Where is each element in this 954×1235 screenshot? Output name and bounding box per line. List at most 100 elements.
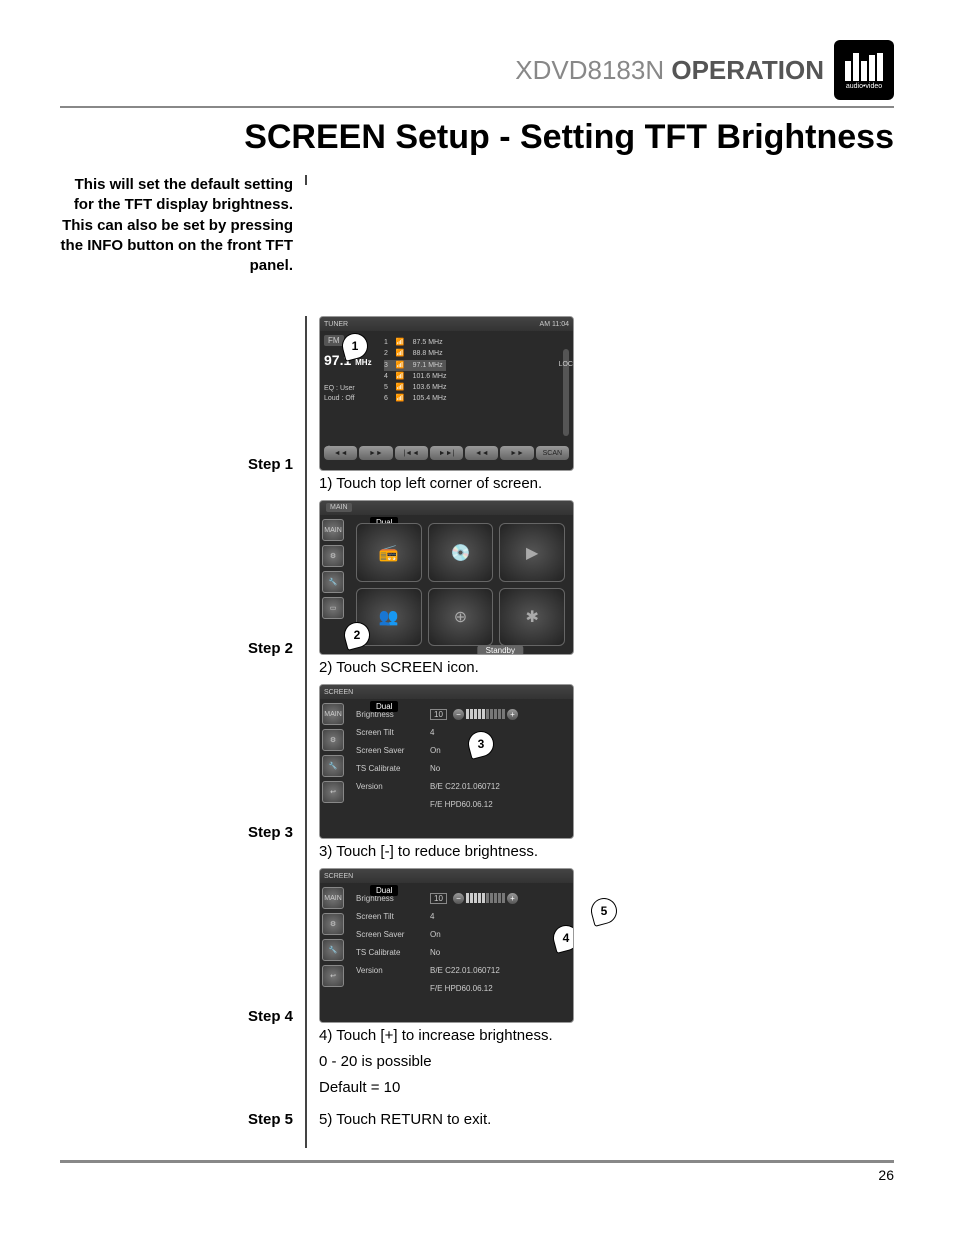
step1-row: Step 1 TUNER AM 11:04 FM 97.1 MHz EQ : U… [60, 316, 894, 500]
eq-info: EQ : User Loud : Off [324, 384, 376, 404]
header: XDVD8183N OPERATION audio•video [60, 40, 894, 100]
intro-text: This will set the default setting for th… [60, 175, 293, 276]
scan-btn[interactable]: SCAN [536, 446, 569, 460]
side-main-icon[interactable]: MAIN [322, 887, 344, 909]
preset-n: 3 [384, 360, 388, 371]
tuner-btn[interactable]: ◄◄ [465, 446, 498, 460]
saver-row: Screen SaverOn [356, 741, 565, 759]
footer-divider [60, 1160, 894, 1163]
step3-label: Step 3 [60, 684, 305, 841]
tuner-btn[interactable]: ◄◄ [324, 446, 357, 460]
step4-label: Step 4 [60, 868, 305, 1025]
side-main-icon[interactable]: MAIN [322, 703, 344, 725]
step3-row: Step 3 SCREEN Dual MAIN ⚙ 🔧 ↩ Brightness [60, 684, 894, 868]
side-gear-icon[interactable]: ⚙ [322, 913, 344, 935]
version-v1: B/E C22.01.060712 [430, 782, 500, 791]
side-tools-icon[interactable]: 🔧 [322, 571, 344, 593]
tuner-head-right: AM 11:04 [540, 321, 569, 328]
menu-disc-icon[interactable]: 💿 [428, 523, 494, 582]
menu-radio-icon[interactable]: 📻 [356, 523, 422, 582]
side-icons: MAIN ⚙ 🔧 ↩ [320, 699, 348, 838]
step4-caption: 4) Touch [+] to increase brightness. [319, 1027, 894, 1044]
intro-left: This will set the default setting for th… [60, 175, 305, 316]
version-label: Version [356, 782, 424, 791]
tuner-head: TUNER AM 11:04 [320, 317, 573, 331]
range-note: 0 - 20 is possible [319, 1052, 894, 1072]
default-note: Default = 10 [319, 1078, 894, 1098]
preset-row: 4📶101.6 MHz [384, 371, 446, 382]
side-gear-icon[interactable]: ⚙ [322, 729, 344, 751]
menu-play-icon[interactable]: ▶ [499, 523, 565, 582]
brightness-value: 10 [430, 893, 447, 904]
brightness-minus-button[interactable]: − [453, 893, 464, 904]
ts-value: No [430, 764, 440, 773]
preset-row: 2📶88.8 MHz [384, 348, 446, 359]
header-divider [60, 106, 894, 108]
saver-value: On [430, 930, 441, 939]
band-badge: FM [324, 335, 344, 346]
side-gear-icon[interactable]: ⚙ [322, 545, 344, 567]
version-row: VersionB/E C22.01.060712 [356, 961, 565, 979]
callout-num: 4 [563, 931, 570, 945]
callout-num: 5 [601, 904, 608, 918]
logo-bars-icon [845, 51, 883, 81]
step1-label: Step 1 [60, 316, 305, 473]
standby-button[interactable]: Standby [478, 645, 523, 655]
version-row: Version B/E C22.01.060712 [356, 777, 565, 795]
brand-logo: audio•video [834, 40, 894, 100]
tuner-btn[interactable]: ►► [359, 446, 392, 460]
eq-line: EQ : User [324, 384, 376, 394]
tilt-value: 4 [430, 728, 434, 737]
menu-bt-icon[interactable]: ✱ [499, 588, 565, 647]
preset-f: 105.4 MHz [413, 393, 447, 404]
settings-body: MAIN ⚙ 🔧 ↩ Brightness 10 − [320, 699, 573, 838]
page-number: 26 [60, 1167, 894, 1183]
menu-head: MAIN [320, 501, 573, 515]
ts-row: TS CalibrateNo [356, 759, 565, 777]
preset-f: 87.5 MHz [413, 337, 443, 348]
menu-screenshot: MAIN Dual MAIN ⚙ 🔧 ▭ 📻 💿 ▶ 👥 ⊕ [319, 500, 574, 655]
intro-right-spacer [305, 175, 894, 185]
saver-label: Screen Saver [356, 746, 424, 755]
tilt-label: Screen Tilt [356, 912, 424, 921]
tuner-buttons: ◄◄ ►► |◄◄ ►►| ◄◄ ►► SCAN [320, 438, 573, 468]
brightness-plus-button[interactable]: + [507, 893, 518, 904]
menu-aux-icon[interactable]: ⊕ [428, 588, 494, 647]
side-tools-icon[interactable]: 🔧 [322, 939, 344, 961]
callout-pointer-icon: 5 [588, 895, 620, 927]
brightness-value: 10 [430, 709, 447, 720]
header-title: XDVD8183N OPERATION [515, 55, 824, 86]
step2-label: Step 2 [60, 500, 305, 657]
side-icons: MAIN ⚙ 🔧 ↩ [320, 883, 348, 1022]
side-screen-icon[interactable]: ▭ [322, 597, 344, 619]
side-tools-icon[interactable]: 🔧 [322, 755, 344, 777]
tuner-btn[interactable]: ►►| [430, 446, 463, 460]
brightness-plus-button[interactable]: + [507, 709, 518, 720]
tuner-btn[interactable]: |◄◄ [395, 446, 428, 460]
preset-n: 6 [384, 393, 388, 404]
side-main-icon[interactable]: MAIN [322, 519, 344, 541]
brightness-control: − + [453, 709, 518, 720]
callout-num: 1 [352, 339, 359, 353]
preset-f: 97.1 MHz [413, 360, 443, 371]
settings-head: SCREEN [320, 685, 573, 699]
settings-body: MAIN ⚙ 🔧 ↩ Brightness 10 − [320, 883, 573, 1022]
brightness-minus-button[interactable]: − [453, 709, 464, 720]
version-v2: F/E HPD60.06.12 [430, 984, 493, 993]
dual-badge: Dual [370, 701, 398, 712]
preset-n: 1 [384, 337, 388, 348]
intro-row: This will set the default setting for th… [60, 175, 894, 316]
tilt-row: Screen Tilt4 [356, 723, 565, 741]
tuner-btn[interactable]: ►► [500, 446, 533, 460]
step3-caption: 3) Touch [-] to reduce brightness. [319, 843, 894, 860]
side-return-icon[interactable]: ↩ [322, 965, 344, 987]
version-label: Version [356, 966, 424, 975]
side-return-icon[interactable]: ↩ [322, 781, 344, 803]
brightness-bar [466, 893, 505, 903]
preset-n: 4 [384, 371, 388, 382]
page-title: SCREEN Setup - Setting TFT Brightness [60, 118, 894, 157]
preset-f: 101.6 MHz [413, 371, 447, 382]
callout-num: 2 [354, 628, 361, 642]
ts-value: No [430, 948, 440, 957]
loud-line: Loud : Off [324, 394, 376, 404]
